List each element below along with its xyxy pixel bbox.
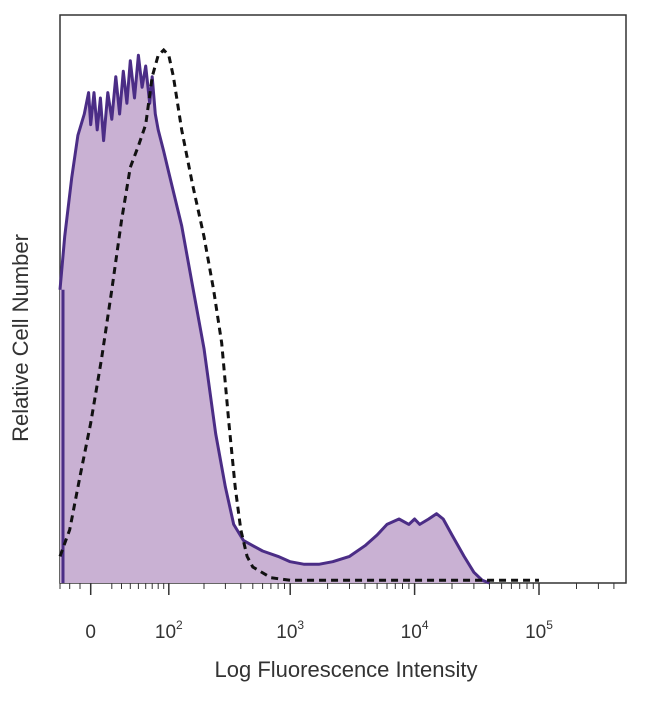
x-tick-label: 102 [155,618,183,643]
x-tick-label: 0 [85,622,96,643]
x-tick-label: 105 [525,618,553,643]
y-axis-label: Relative Cell Number [8,234,33,442]
x-axis-ticks: 0 102 103 104 105 [59,583,615,643]
x-tick-label: 104 [401,618,429,643]
x-axis-label: Log Fluorescence Intensity [215,657,478,682]
series-1-dashed-line [58,47,539,582]
x-tick-label: 103 [276,618,304,643]
series-layer [58,47,539,585]
series-0-line [58,53,491,585]
series-0-fill [60,55,490,584]
